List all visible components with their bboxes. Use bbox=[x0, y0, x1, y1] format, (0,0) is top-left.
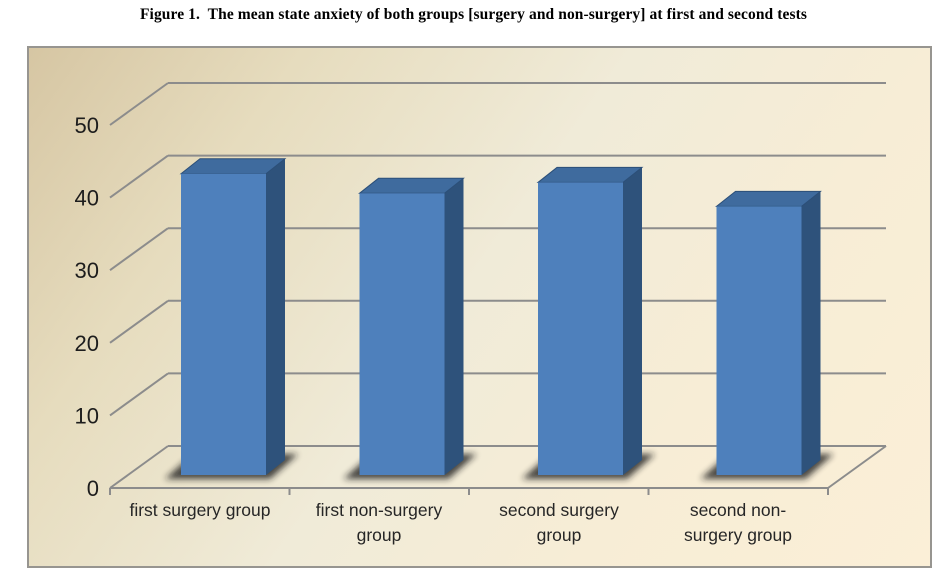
bar-side-face bbox=[444, 178, 464, 475]
gridline-connector bbox=[109, 154, 169, 199]
y-tick-label: 50 bbox=[75, 113, 99, 138]
y-tick-label: 0 bbox=[87, 476, 99, 501]
bar-front-face bbox=[359, 193, 445, 475]
bar-front-face bbox=[716, 206, 802, 475]
bar-side-face bbox=[266, 158, 285, 475]
bar-top-face bbox=[536, 166, 644, 183]
bar-top-face bbox=[358, 177, 465, 194]
bar-top-face bbox=[715, 190, 822, 207]
gridline-connector bbox=[109, 445, 169, 489]
bar-front-face bbox=[538, 182, 623, 475]
floor-right-edge bbox=[827, 445, 887, 489]
y-tick-label: 20 bbox=[75, 331, 99, 356]
gridline-connector bbox=[109, 372, 169, 417]
gridline-connector bbox=[109, 299, 169, 344]
figure-caption: Figure 1. The mean state anxiety of both… bbox=[139, 6, 808, 23]
bar-top-face bbox=[179, 158, 287, 175]
gridline-connector bbox=[109, 227, 169, 272]
y-tick-label: 30 bbox=[75, 258, 99, 283]
y-tick-label: 40 bbox=[75, 186, 99, 211]
y-tick-label: 10 bbox=[75, 403, 99, 428]
bar-side-face bbox=[623, 167, 642, 475]
chart-area: 0 10 20 30 40 50 first surgery group first no… bbox=[27, 46, 932, 568]
bar-front-face bbox=[181, 173, 266, 475]
bar-side-face bbox=[801, 191, 821, 475]
gridline-connector bbox=[109, 82, 169, 126]
bar-chart-3d-canvas: 0 10 20 30 40 50 bbox=[75, 82, 887, 501]
